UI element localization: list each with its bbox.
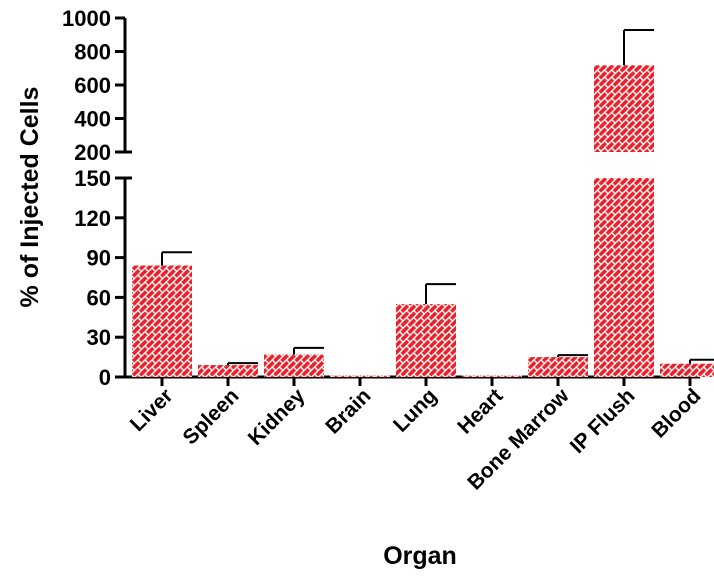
y-tick-label: 200 (74, 140, 111, 165)
bar (462, 375, 522, 377)
y-tick-label: 400 (74, 107, 111, 132)
bar (132, 265, 192, 377)
y-tick-label: 150 (74, 166, 111, 191)
bar (330, 375, 390, 377)
x-tick-label: Heart (453, 384, 507, 438)
y-tick-label: 120 (74, 206, 111, 231)
bar (198, 365, 258, 377)
x-tick-label: Liver (126, 384, 178, 436)
bar (396, 304, 456, 377)
x-axis-title: Organ (383, 542, 457, 570)
x-tick-label: Kidney (244, 384, 310, 450)
x-tick-label: Lung (389, 384, 442, 437)
y-tick-label: 800 (74, 40, 111, 65)
x-tick-label: Brain (321, 384, 375, 438)
y-tick-label: 1000 (62, 6, 111, 31)
error-bars (161, 29, 714, 366)
bar (594, 178, 654, 377)
y-tick-label: 90 (87, 246, 111, 271)
y-axis-title: % of Injected Cells (16, 87, 44, 308)
x-tick-label: IP Flush (566, 384, 640, 458)
y-tick-label: 30 (87, 325, 111, 350)
y-tick-label: 600 (74, 73, 111, 98)
bar (264, 354, 324, 377)
bar (528, 357, 588, 377)
bar-upper-segment (594, 65, 654, 152)
x-tick-label: Spleen (179, 384, 244, 449)
x-tick-label: Blood (647, 384, 705, 442)
y-tick-label: 0 (99, 365, 111, 390)
bar (660, 363, 714, 377)
y-tick-label: 60 (87, 285, 111, 310)
bars (132, 65, 714, 377)
